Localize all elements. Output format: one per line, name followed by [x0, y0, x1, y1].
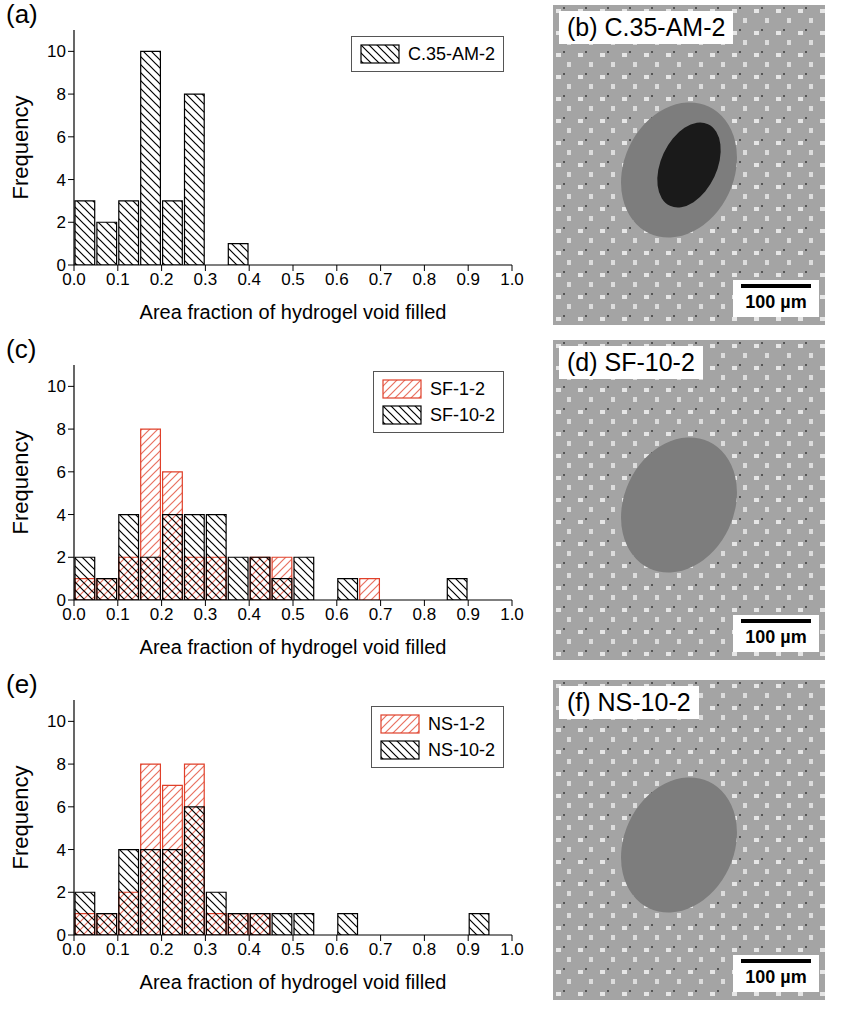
html-text:NS-1-2: NS-1-2	[428, 713, 485, 734]
svg-text:4: 4	[57, 171, 66, 190]
svg-text:10: 10	[47, 42, 66, 61]
svg-text:2: 2	[57, 548, 66, 567]
html-text:100 µm: 100 µm	[745, 627, 807, 647]
svg-text:1.0: 1.0	[500, 605, 524, 624]
html-text:100 µm: 100 µm	[745, 292, 807, 312]
svg-text:0.5: 0.5	[281, 270, 305, 289]
svg-text:Frequency: Frequency	[8, 431, 33, 535]
svg-text:0: 0	[57, 591, 66, 610]
svg-text:2: 2	[57, 883, 66, 902]
svg-text:Area fraction of hydrogel void: Area fraction of hydrogel void filled	[140, 301, 447, 323]
svg-text:0: 0	[57, 256, 66, 275]
svg-text:6: 6	[57, 128, 66, 147]
svg-text:0.8: 0.8	[413, 605, 437, 624]
svg-text:10: 10	[47, 712, 66, 731]
svg-text:0.2: 0.2	[150, 270, 174, 289]
svg-text:0.4: 0.4	[237, 940, 261, 959]
svg-text:1.0: 1.0	[500, 940, 524, 959]
svg-text:0.4: 0.4	[237, 270, 261, 289]
html-text:SF-10-2: SF-10-2	[430, 404, 495, 425]
svg-text:0.5: 0.5	[281, 940, 305, 959]
svg-text:4: 4	[57, 841, 66, 860]
svg-text:0.1: 0.1	[106, 605, 130, 624]
svg-text:0.6: 0.6	[325, 270, 349, 289]
svg-text:8: 8	[57, 420, 66, 439]
svg-text:0.3: 0.3	[194, 605, 218, 624]
svg-text:0.3: 0.3	[194, 270, 218, 289]
svg-text:4: 4	[57, 506, 66, 525]
svg-text:0.4: 0.4	[237, 605, 261, 624]
svg-text:0.0: 0.0	[62, 940, 86, 960]
svg-text:0.3: 0.3	[194, 940, 218, 959]
svg-text:0.1: 0.1	[106, 270, 130, 289]
svg-text:0.7: 0.7	[369, 605, 393, 624]
svg-text:0.1: 0.1	[106, 940, 130, 959]
html-text:(f) NS-10-2: (f) NS-10-2	[567, 688, 691, 716]
svg-text:10: 10	[47, 377, 66, 396]
svg-text:Area fraction of hydrogel void: Area fraction of hydrogel void filled	[140, 971, 447, 993]
svg-text:6: 6	[57, 798, 66, 817]
svg-text:0.9: 0.9	[456, 605, 480, 624]
html-text:NS-10-2: NS-10-2	[428, 739, 495, 760]
svg-text:Frequency: Frequency	[8, 766, 33, 870]
svg-text:1.0: 1.0	[500, 270, 524, 289]
svg-text:0.5: 0.5	[281, 605, 305, 624]
html-text:(a): (a)	[6, 0, 38, 29]
svg-text:0.9: 0.9	[456, 940, 480, 959]
html-text:C.35-AM-2: C.35-AM-2	[408, 43, 495, 64]
svg-text:0.6: 0.6	[325, 940, 349, 959]
svg-text:0.8: 0.8	[413, 940, 437, 959]
svg-text:0.2: 0.2	[150, 605, 174, 624]
svg-text:0.7: 0.7	[369, 270, 393, 289]
html-text:(c): (c)	[6, 334, 37, 364]
svg-text:0.0: 0.0	[62, 270, 86, 290]
html-text:(e): (e)	[6, 669, 38, 699]
svg-text:0.6: 0.6	[325, 605, 349, 624]
svg-text:0.0: 0.0	[62, 605, 86, 625]
svg-text:8: 8	[57, 85, 66, 104]
html-text:(d) SF-10-2: (d) SF-10-2	[567, 348, 695, 376]
svg-text:0.9: 0.9	[456, 270, 480, 289]
svg-text:8: 8	[57, 755, 66, 774]
svg-text:2: 2	[57, 213, 66, 232]
svg-text:Frequency: Frequency	[8, 96, 33, 200]
svg-text:0: 0	[57, 926, 66, 945]
svg-text:0.7: 0.7	[369, 940, 393, 959]
svg-text:Area fraction of hydrogel void: Area fraction of hydrogel void filled	[140, 636, 447, 658]
svg-text:0.2: 0.2	[150, 940, 174, 959]
svg-text:6: 6	[57, 463, 66, 482]
html-text:SF-1-2: SF-1-2	[430, 378, 485, 399]
html-text:100 µm: 100 µm	[745, 967, 807, 987]
svg-text:0.8: 0.8	[413, 270, 437, 289]
html-text:(b) C.35-AM-2: (b) C.35-AM-2	[567, 13, 726, 41]
